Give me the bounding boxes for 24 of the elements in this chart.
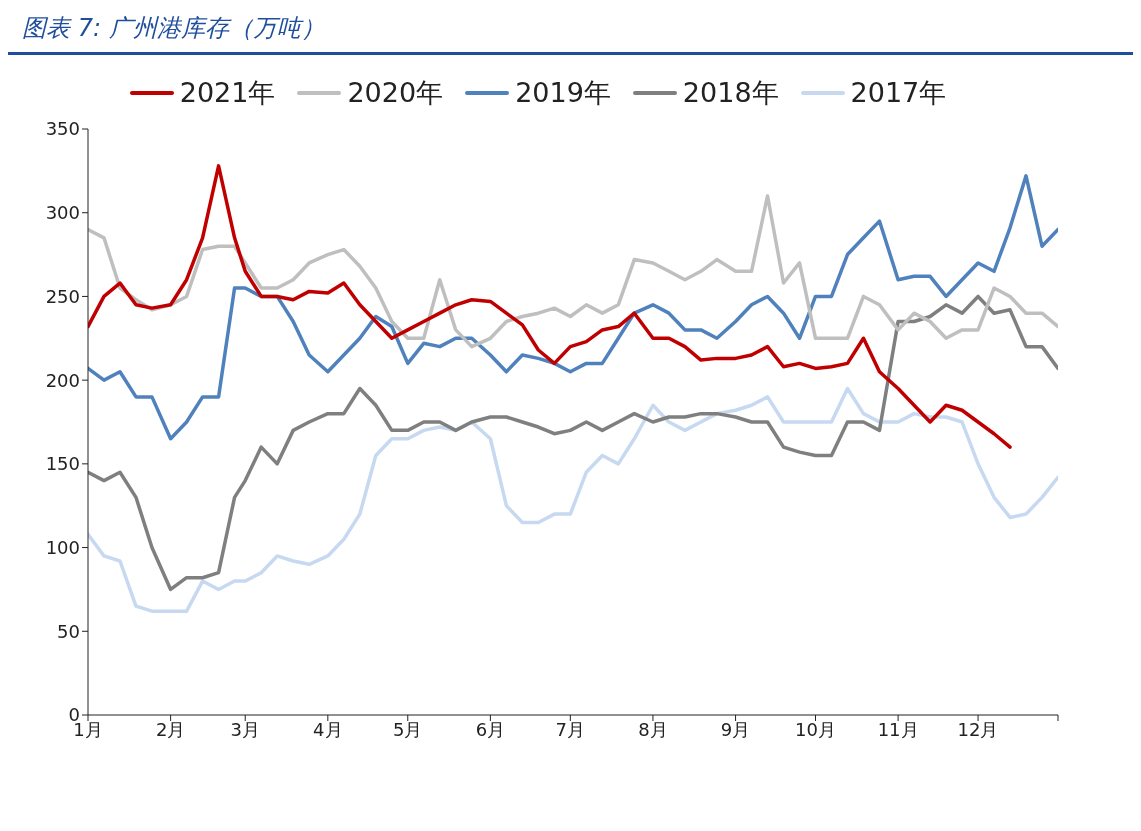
- x-tick-label: 12月: [957, 718, 999, 740]
- y-tick-label: 200: [45, 369, 80, 391]
- legend-label: 2018年: [682, 76, 779, 110]
- x-tick-label: 4月: [313, 718, 343, 740]
- x-tick-label: 3月: [230, 718, 260, 740]
- legend-label: 2021年: [179, 76, 276, 110]
- chart-title: 图表 7: 广州港库存（万吨）: [8, 8, 1133, 55]
- y-tick-label: 150: [45, 453, 80, 475]
- x-tick-label: 5月: [393, 718, 423, 740]
- y-tick-label: 100: [45, 536, 80, 558]
- legend-label: 2020年: [347, 76, 444, 110]
- x-tick-label: 9月: [720, 718, 751, 740]
- x-tick-label: 8月: [638, 718, 668, 740]
- y-tick-label: 350: [45, 118, 80, 140]
- x-tick-label: 10月: [795, 718, 836, 740]
- legend-label: 2019年: [515, 76, 611, 110]
- y-tick-label: 50: [57, 620, 80, 642]
- x-tick-label: 11月: [877, 718, 919, 740]
- x-tick-label: 7月: [555, 718, 586, 740]
- y-tick-label: 300: [45, 202, 80, 224]
- x-tick-label: 6月: [475, 718, 506, 740]
- x-tick-label: 2月: [155, 718, 186, 740]
- legend-label: 2017年: [850, 76, 947, 110]
- y-tick-label: 250: [45, 285, 80, 307]
